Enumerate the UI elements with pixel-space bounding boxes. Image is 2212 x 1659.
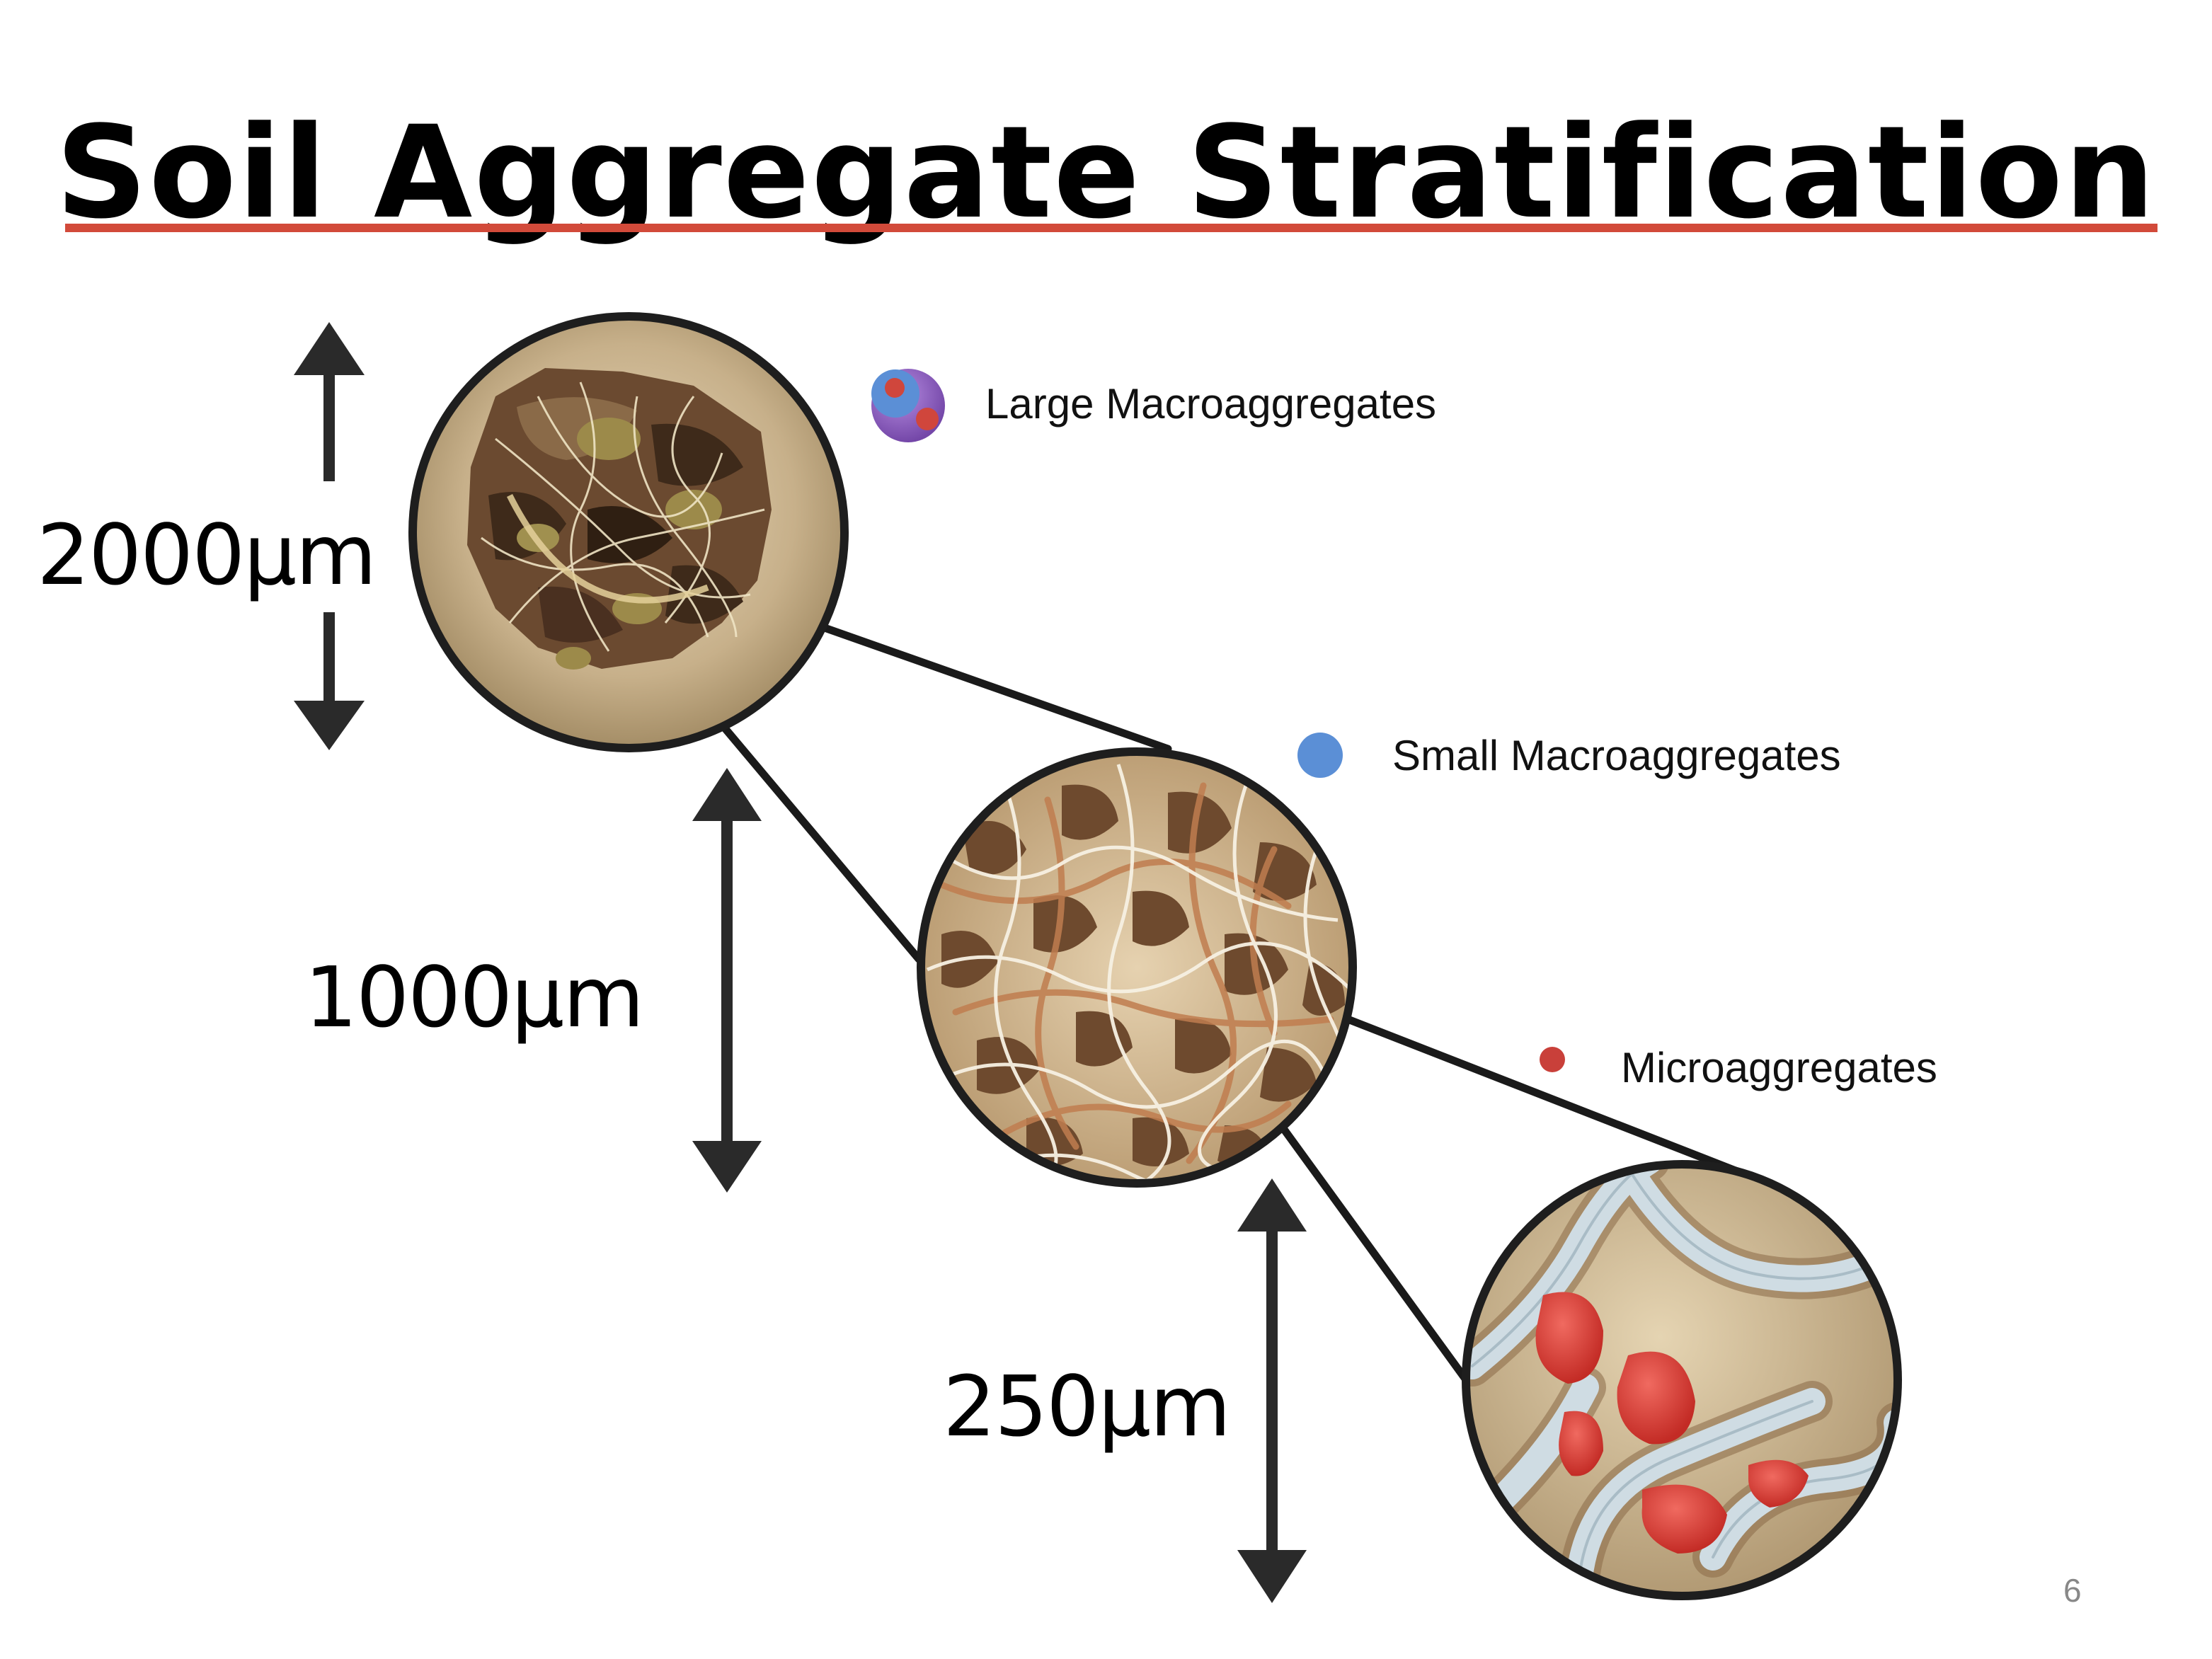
- large-macroaggregate-icon: [871, 369, 945, 442]
- scale-arrow-250: [1237, 1178, 1307, 1603]
- scale-arrow-2000: [294, 322, 365, 750]
- legend-label-microaggregates: Microaggregates: [1621, 1044, 1937, 1091]
- microaggregate-icon: [1540, 1047, 1565, 1072]
- scale-label-250: 250µm: [943, 1357, 1231, 1455]
- legend-label-small-macroaggregates: Small Macroaggregates: [1392, 732, 1841, 779]
- slide-title: Soil Aggregate Stratification: [55, 99, 2157, 247]
- title-underline: [65, 224, 2157, 232]
- scale-arrow-1000: [692, 768, 762, 1193]
- page-number: 6: [2063, 1572, 2082, 1609]
- large-macroaggregate-circle: [408, 312, 849, 752]
- legend-label-large-macroaggregates: Large Macroaggregates: [985, 380, 1437, 427]
- small-macroaggregate-circle: [917, 747, 1357, 1188]
- scale-label-1000: 1000µm: [304, 948, 644, 1046]
- microaggregate-circle: [1462, 1160, 1902, 1600]
- scale-label-2000: 2000µm: [37, 506, 377, 604]
- small-macroaggregate-icon: [1297, 733, 1343, 778]
